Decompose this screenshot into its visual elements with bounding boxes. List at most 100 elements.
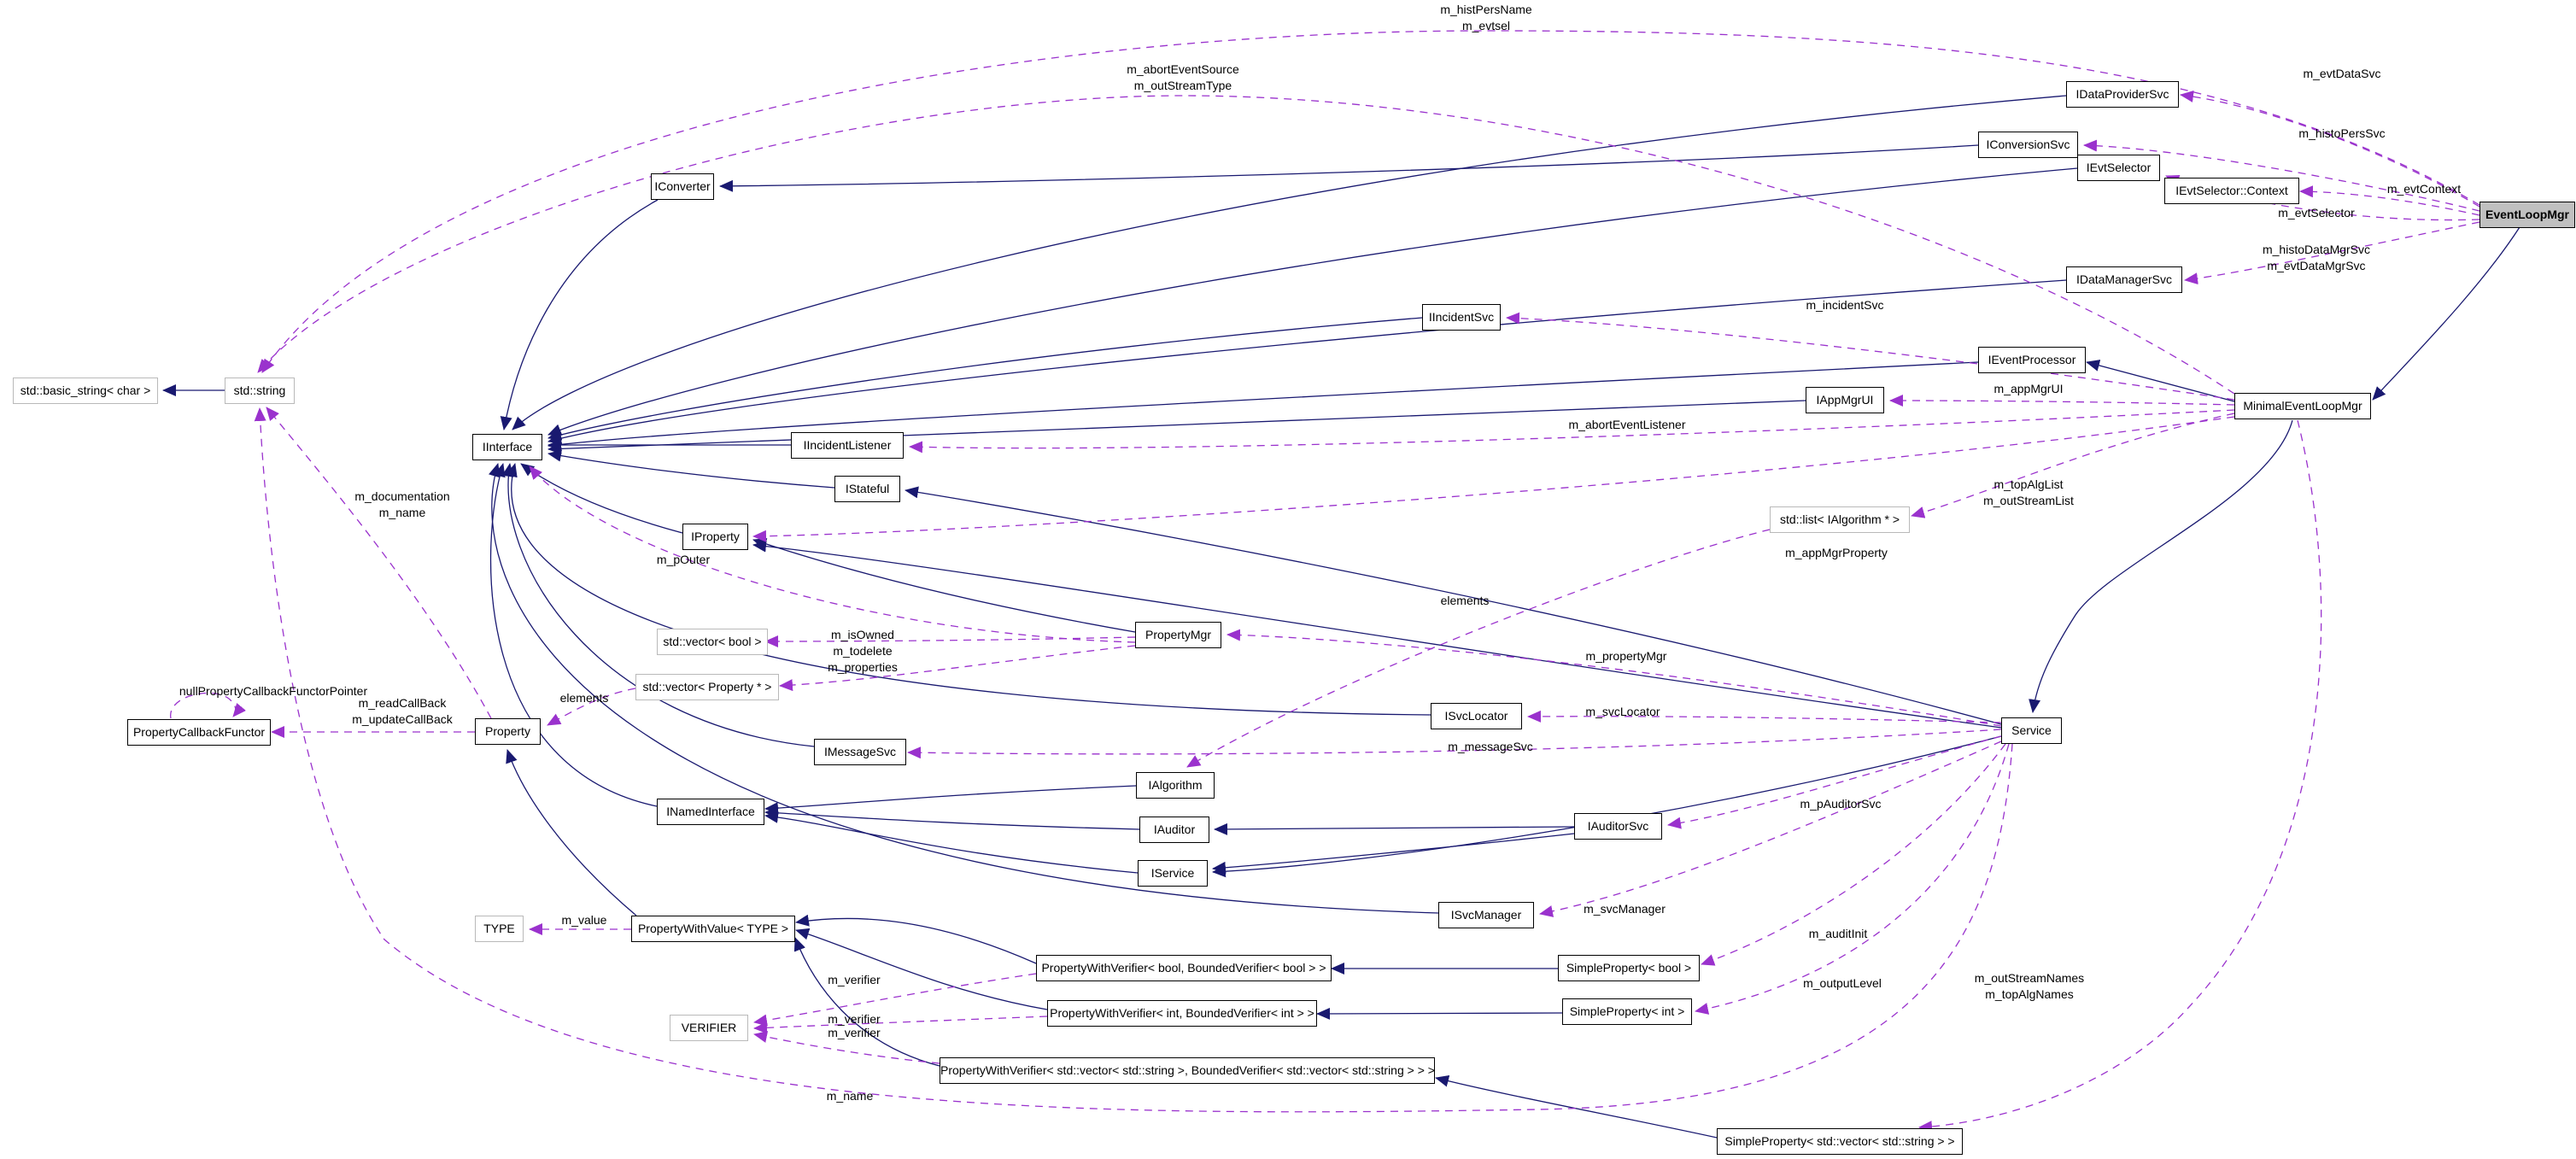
node-type[interactable]: TYPE — [475, 916, 524, 942]
node-imessagesvc[interactable]: IMessageSvc — [814, 739, 906, 765]
edge-eventloopmgr-idatamanagersvc — [2184, 221, 2480, 285]
node-std-list-ialgorithm[interactable]: std::list< IAlgorithm * > — [1770, 506, 1910, 533]
edge-eventloopmgr-context — [2299, 185, 2480, 216]
edge-label-elements-list: elements — [1440, 594, 1490, 607]
node-iincidentlistener[interactable]: IIncidentListener — [791, 432, 904, 459]
edge-label-messagesvc: m_messageSvc — [1448, 740, 1533, 753]
node-service[interactable]: Service — [2001, 717, 2062, 744]
node-property[interactable]: Property — [475, 718, 541, 745]
node-idataprovidersvc[interactable]: IDataProviderSvc — [2066, 81, 2179, 108]
node-istateful[interactable]: IStateful — [834, 476, 900, 502]
edge-iauditorsvc-iservice — [1212, 833, 1575, 874]
node-iconversionsvc[interactable]: IConversionSvc — [1978, 132, 2078, 158]
node-verifier[interactable]: VERIFIER — [670, 1015, 748, 1041]
edge-pwvint-verifier — [753, 1016, 1048, 1034]
edge-iconverter-iinterface — [500, 199, 659, 430]
edge-vectorproperty-property — [547, 688, 636, 726]
edge-service-spint — [1695, 743, 2010, 1015]
node-iincidentsvc[interactable]: IIncidentSvc — [1422, 304, 1501, 331]
edge-label-histopersvc: m_histoPersSvc — [2298, 126, 2386, 140]
edge-eventloopmgr-idataprovidersvc — [2180, 90, 2480, 208]
edge-label-auditinit: m_auditInit — [1808, 927, 1868, 940]
node-ievtselector-context[interactable]: IEvtSelector::Context — [2164, 178, 2299, 204]
edge-label-svcmanager: m_svcManager — [1584, 902, 1666, 916]
edge-pwvbool-propertywithvalue — [795, 914, 1037, 964]
node-iproperty[interactable]: IProperty — [682, 524, 748, 550]
edge-minimal-algolist — [1911, 413, 2235, 518]
node-std-vector-property[interactable]: std::vector< Property * > — [635, 674, 779, 700]
edge-propertymgr-iproperty — [752, 538, 1136, 633]
node-iappmgrui[interactable]: IAppMgrUI — [1806, 387, 1884, 413]
node-iinterface[interactable]: IInterface — [472, 434, 542, 460]
node-ialgorithm[interactable]: IAlgorithm — [1136, 772, 1215, 799]
node-propertycallbackfunctor[interactable]: PropertyCallbackFunctor — [127, 719, 271, 746]
node-std-vector-bool[interactable]: std::vector< bool > — [657, 629, 768, 655]
edge-label-svclocator: m_svcLocator — [1585, 705, 1660, 718]
edge-pwvvec-verifier — [753, 1031, 940, 1064]
edge-minimal-service — [2029, 419, 2293, 713]
edge-pwvbool-verifier — [753, 973, 1037, 1027]
edge-ialgorithm-inamedinterface — [764, 785, 1137, 815]
node-iconverter[interactable]: IConverter — [651, 173, 714, 200]
node-iservice[interactable]: IService — [1138, 860, 1208, 887]
edge-label-elements-property: elements — [559, 691, 609, 705]
edge-iservice-inamedinterface — [764, 811, 1139, 874]
node-iauditorsvc[interactable]: IAuditorSvc — [1574, 813, 1662, 840]
edge-service-isvcmanager — [1539, 740, 2002, 917]
edge-label-nullpropertycallbackfunctorpointer: nullPropertyCallbackFunctorPointer — [179, 684, 368, 698]
edge-eventloopmgr-iconversionsvc — [2083, 139, 2480, 212]
node-std-basic-string[interactable]: std::basic_string< char > — [13, 378, 158, 404]
edge-minimal-iincidentlistener — [909, 409, 2235, 454]
edge-label-evtdatasvc: m_evtDataSvc — [2303, 67, 2381, 80]
edge-property-string — [266, 407, 492, 719]
edge-imessagesvc-iinterface — [501, 463, 815, 747]
edge-service-istateful — [905, 486, 2002, 725]
edge-iauditorsvc-iauditor — [1214, 822, 1575, 835]
edge-service-imessagesvc — [907, 729, 2002, 759]
edge-iconversionsvc-iconverter — [719, 144, 1979, 192]
edge-propertymgr-iinterface-pouter — [529, 465, 1136, 643]
edge-service-iauditorsvc — [1667, 735, 2002, 829]
node-ieventprocessor[interactable]: IEventProcessor — [1978, 347, 2086, 373]
edge-iproperty-iinterface — [520, 463, 683, 534]
edge-idataprovidersvc-iinterface — [512, 95, 2067, 430]
edge-minimal-spvec — [1918, 419, 2322, 1133]
edge-minimal-iappmgrui — [1889, 395, 2235, 407]
node-propertywithvalue[interactable]: PropertyWithValue< TYPE > — [631, 916, 795, 942]
edge-algolist-ialgorithm — [1186, 529, 1771, 768]
node-eventloopmgr: EventLoopMgr — [2479, 202, 2575, 228]
node-pwv-bool[interactable]: PropertyWithVerifier< bool, BoundedVerif… — [1036, 955, 1332, 981]
node-minimaleventloopmgr[interactable]: MinimalEventLoopMgr — [2234, 393, 2371, 419]
edge-isvcmanager-iinterface — [489, 463, 1439, 914]
edge-ieventprocessor-iinterface — [547, 361, 1979, 451]
edge-minimal-iproperty — [752, 416, 2235, 542]
edge-label-propertymgr: m_propertyMgr — [1585, 649, 1667, 663]
edge-propertywithvalue-property — [506, 749, 637, 916]
edge-service-iservice — [1212, 735, 2002, 878]
edge-label-verifier-1: m_verifier — [828, 973, 881, 986]
edge-label-evtcontext: m_evtContext — [2386, 182, 2462, 196]
edge-label-isowned-todelete-properties: m_isOwned m_todelete m_properties — [828, 628, 898, 674]
edge-label-histpersname-evtsel: m_histPersName m_evtsel — [1440, 3, 1532, 32]
edge-service-isvclocator — [1527, 710, 2002, 723]
node-sp-int[interactable]: SimpleProperty< int > — [1562, 998, 1692, 1025]
edge-spint-pwvint — [1316, 1007, 1563, 1020]
edge-ievtselector-iinterface — [547, 167, 2078, 436]
node-iauditor[interactable]: IAuditor — [1139, 817, 1209, 843]
edge-label-appmgrui: m_appMgrUI — [1993, 382, 2064, 395]
edge-service-propertymgr — [1227, 629, 2002, 727]
node-sp-bool[interactable]: SimpleProperty< bool > — [1558, 955, 1700, 981]
node-isvcmanager[interactable]: ISvcManager — [1438, 902, 1534, 928]
node-idatamanagersvc[interactable]: IDataManagerSvc — [2066, 266, 2182, 293]
node-pwv-vec[interactable]: PropertyWithVerifier< std::vector< std::… — [940, 1057, 1435, 1084]
node-inamedinterface[interactable]: INamedInterface — [657, 799, 764, 825]
node-std-string[interactable]: std::string — [225, 378, 295, 404]
node-propertymgr[interactable]: PropertyMgr — [1135, 622, 1221, 648]
node-ievtselector[interactable]: IEvtSelector — [2077, 155, 2160, 181]
edge-iincidentsvc-iinterface — [547, 317, 1423, 441]
edge-pwvvec-propertywithvalue — [793, 937, 940, 1067]
node-isvclocator[interactable]: ISvcLocator — [1431, 703, 1522, 729]
edge-label-pauditorsvc: m_pAuditorSvc — [1800, 797, 1882, 811]
node-pwv-int[interactable]: PropertyWithVerifier< int, BoundedVerifi… — [1047, 1000, 1317, 1027]
node-sp-vec[interactable]: SimpleProperty< std::vector< std::string… — [1717, 1128, 1963, 1155]
